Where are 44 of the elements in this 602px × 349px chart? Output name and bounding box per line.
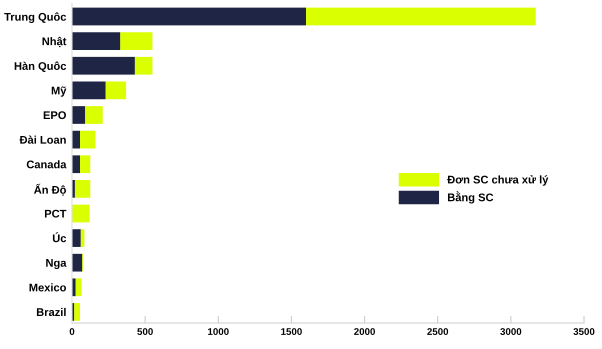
y-tick-label: Nga — [46, 259, 67, 270]
bar — [80, 229, 84, 247]
y-tick-label: Mỹ — [52, 86, 66, 97]
bar — [74, 303, 80, 321]
x-tick-label: 3500 — [573, 328, 594, 336]
y-tick-label: Trung Quôc — [4, 12, 66, 24]
bar — [85, 106, 103, 124]
bar — [72, 204, 90, 222]
y-tick-label: Úc — [52, 232, 66, 242]
bar — [72, 155, 80, 174]
x-tick-label: 1000 — [208, 328, 229, 335]
y-tick-label: Ấn Độ — [34, 184, 66, 196]
bar — [80, 155, 90, 174]
y-tick-label: Hàn Quôc — [14, 62, 66, 72]
bar — [72, 229, 81, 247]
legend-label: Đơn SC chưa xử lý — [447, 175, 548, 186]
bar — [120, 32, 152, 50]
y-tick-label: Canada — [26, 160, 67, 168]
y-tick-label: PCT — [44, 210, 66, 218]
bar — [72, 82, 106, 100]
bar — [74, 180, 90, 198]
y-tick-label: Mexico — [30, 283, 66, 292]
x-tick-label: 500 — [137, 328, 153, 335]
y-tick-label: Đài Loan — [20, 135, 66, 144]
bar — [72, 130, 80, 148]
y-tick-label: Nhật — [42, 36, 66, 48]
bar — [106, 82, 126, 100]
bar — [72, 8, 306, 26]
bar — [134, 56, 152, 75]
legend-label: Bằng SC — [448, 191, 494, 204]
x-tick-label: 2500 — [427, 328, 448, 335]
bar — [80, 130, 96, 148]
x-tick-label: 0 — [70, 328, 74, 335]
y-tick-label: Brazil — [36, 308, 66, 316]
bar — [72, 32, 120, 50]
x-tick-label: 2000 — [354, 328, 375, 335]
bar — [72, 106, 86, 124]
bar — [76, 278, 82, 296]
bar — [72, 56, 135, 75]
x-tick-label: 1500 — [281, 328, 302, 335]
bar — [306, 8, 536, 26]
y-tick-label: EPO — [44, 111, 66, 120]
bar — [72, 254, 82, 272]
x-tick-label: 3000 — [500, 328, 522, 336]
